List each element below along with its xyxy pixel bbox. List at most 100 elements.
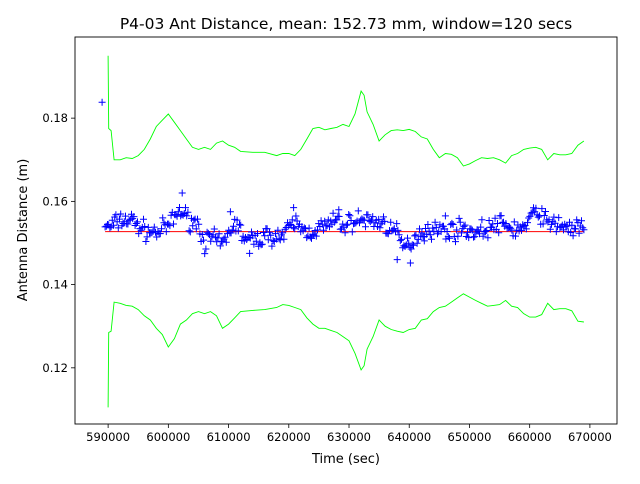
data-point	[252, 237, 260, 245]
data-point	[479, 232, 487, 240]
data-point	[130, 213, 138, 221]
data-point	[524, 219, 531, 227]
data-point	[394, 226, 402, 234]
x-axis: 590000 600000 610000 620000 630000 640000 6500…	[86, 424, 612, 444]
data-point	[162, 228, 170, 236]
data-point	[327, 217, 335, 225]
data-point	[542, 208, 549, 215]
data-point	[407, 245, 415, 253]
data-point	[527, 209, 535, 217]
data-point	[418, 229, 426, 237]
data-point	[345, 211, 353, 218]
data-point	[562, 223, 570, 231]
data-point	[290, 223, 297, 231]
data-point	[467, 225, 475, 233]
data-point	[406, 259, 414, 267]
data-point	[398, 235, 405, 243]
data-point	[512, 232, 519, 240]
data-point	[473, 226, 481, 234]
data-point	[276, 236, 284, 244]
data-point	[477, 223, 485, 231]
data-point	[112, 211, 120, 219]
data-point	[572, 225, 579, 233]
x-tick-label: 610000	[207, 430, 251, 444]
data-point	[106, 224, 114, 232]
data-point	[134, 218, 141, 226]
data-point	[281, 225, 289, 233]
data-point	[179, 211, 187, 219]
data-point	[305, 224, 313, 232]
data-point	[195, 220, 203, 228]
x-tick-label: 650000	[448, 430, 492, 444]
data-point	[494, 220, 501, 227]
data-point	[183, 212, 191, 220]
data-point	[441, 212, 449, 220]
data-point	[348, 228, 356, 236]
data-point	[190, 216, 198, 224]
data-point	[495, 229, 503, 237]
data-point	[491, 214, 499, 222]
data-point	[159, 214, 167, 222]
data-point	[446, 234, 453, 242]
data-point	[210, 225, 218, 233]
data-point	[522, 225, 530, 233]
data-point	[387, 218, 395, 226]
data-point	[478, 216, 486, 224]
data-point	[200, 236, 207, 244]
x-tick-label: 620000	[267, 430, 311, 444]
data-point	[483, 227, 491, 234]
x-tick-label: 600000	[146, 430, 190, 444]
data-point	[408, 241, 416, 249]
data-point	[390, 225, 398, 233]
data-point	[264, 236, 272, 244]
y-axis-label: Antenna Distance (m)	[16, 159, 31, 302]
data-point	[575, 229, 583, 237]
data-point	[260, 229, 267, 236]
data-point	[364, 211, 372, 219]
data-point	[150, 223, 158, 231]
data-point	[420, 237, 428, 245]
data-point	[214, 234, 222, 242]
data-point	[344, 220, 351, 228]
y-tick-label: 0.18	[42, 111, 68, 125]
data-point	[178, 189, 186, 197]
data-point	[380, 213, 387, 221]
data-point	[202, 245, 210, 253]
data-point	[346, 212, 354, 220]
data-point	[246, 249, 254, 257]
x-tick-label: 590000	[86, 430, 130, 444]
data-point	[578, 217, 585, 225]
data-point	[534, 213, 542, 221]
data-point	[279, 229, 287, 237]
data-point	[110, 221, 117, 229]
data-point	[142, 238, 150, 245]
data-point	[461, 221, 469, 229]
data-point	[555, 214, 563, 222]
x-tick-label: 660000	[508, 430, 552, 444]
data-point	[266, 228, 273, 236]
data-point	[156, 230, 164, 238]
data-point	[354, 207, 362, 215]
data-point	[563, 222, 571, 230]
x-axis-label: Time (sec)	[311, 452, 380, 467]
axes-frame	[74, 36, 618, 425]
data-point	[526, 212, 534, 220]
data-point	[194, 215, 201, 223]
data-point	[186, 228, 194, 236]
data-point	[552, 228, 560, 236]
data-point	[236, 220, 243, 228]
data-point	[431, 218, 439, 226]
data-point	[454, 232, 462, 240]
data-point	[261, 232, 269, 240]
data-point	[321, 217, 329, 225]
data-point	[207, 237, 215, 245]
data-point	[258, 240, 266, 248]
data-point	[182, 204, 189, 212]
data-point	[132, 220, 140, 227]
data-point	[545, 216, 553, 224]
data-point	[222, 238, 230, 246]
y-tick-label: 0.14	[42, 278, 68, 292]
data-point	[539, 220, 547, 228]
data-point	[329, 209, 337, 217]
